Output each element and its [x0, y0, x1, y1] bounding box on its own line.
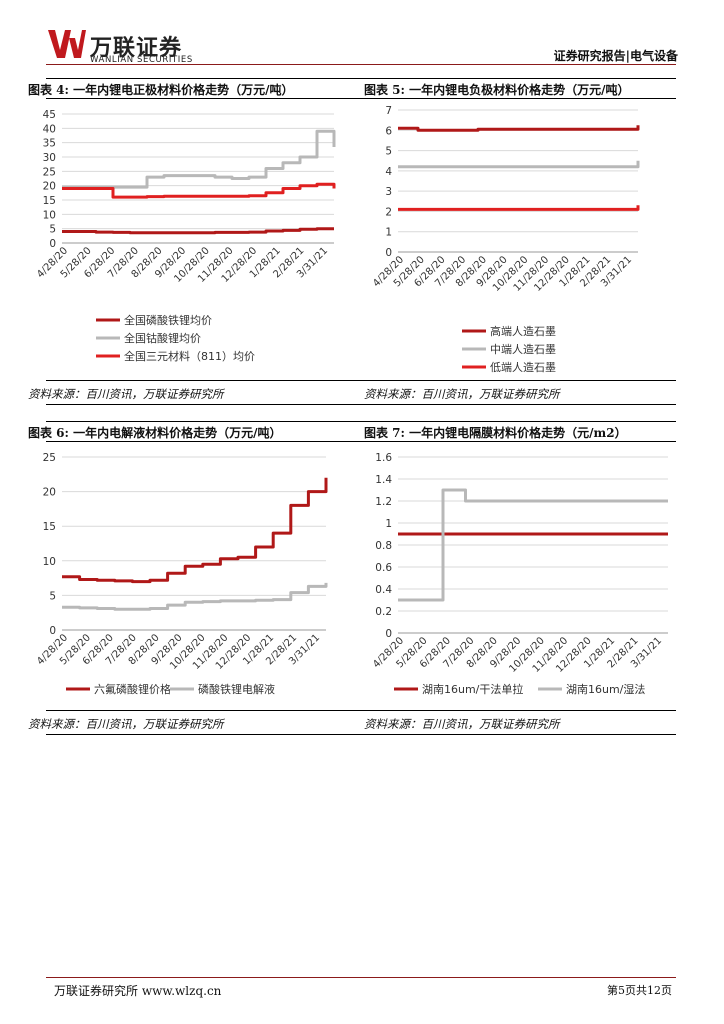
y-tick-label: 0: [49, 625, 56, 637]
electrolyte-price-chart: 05101520254/28/205/28/206/28/207/28/208/…: [35, 452, 328, 696]
figure-4-title: 图表 4: 一年内锂电正极材料价格走势（万元/吨）: [28, 83, 294, 97]
y-tick-label: 20: [43, 487, 56, 499]
y-tick-label: 6: [385, 125, 392, 137]
series-line: [62, 477, 328, 584]
footer-rule: [46, 977, 676, 978]
legend-label: 湖南16um/干法单拉: [422, 682, 523, 696]
figure-7-title: 图表 7: 一年内锂电隔膜材料价格走势（元/m2）: [364, 426, 627, 440]
y-tick-label: 1: [385, 518, 392, 530]
y-tick-label: 4: [385, 166, 392, 178]
separator-price-chart: 00.20.40.60.811.21.41.64/28/205/28/206/2…: [371, 452, 668, 696]
divider: [46, 421, 676, 422]
y-tick-label: 5: [385, 146, 392, 158]
figure-4-source: 资料来源：百川资讯，万联证券研究所: [28, 387, 224, 401]
legend-label: 中端人造石墨: [490, 342, 556, 356]
figure-6-source: 资料来源：百川资讯，万联证券研究所: [28, 717, 224, 731]
legend-label: 磷酸铁锂电解液: [198, 682, 275, 696]
y-tick-label: 1.4: [375, 474, 392, 486]
series-line: [398, 488, 668, 602]
anode-price-chart: 012345674/28/205/28/206/28/207/28/208/28…: [371, 105, 640, 374]
legend-label: 全国三元材料（811）均价: [124, 349, 255, 363]
y-tick-label: 1: [385, 227, 392, 239]
y-tick-label: 2: [385, 206, 392, 218]
series-line: [62, 182, 336, 199]
series-line: [398, 160, 640, 169]
legend-label: 湖南16um/湿法: [566, 682, 645, 696]
y-tick-label: 25: [43, 166, 56, 178]
y-tick-label: 0.8: [375, 540, 392, 552]
series-line: [398, 205, 640, 211]
legend-label: 全国磷酸铁锂均价: [124, 313, 212, 327]
logo-text: 万联证券: [90, 36, 183, 61]
y-tick-label: 7: [385, 105, 392, 117]
y-tick-label: 40: [43, 123, 56, 135]
divider: [46, 78, 676, 79]
series-line: [62, 227, 334, 235]
logo-subtitle: WANLIAN SECURITIES: [90, 55, 193, 65]
figure-6-title: 图表 6: 一年内电解液材料价格走势（万元/吨）: [28, 426, 282, 440]
y-tick-label: 45: [43, 109, 56, 121]
y-tick-label: 25: [43, 452, 56, 464]
y-tick-label: 10: [43, 209, 56, 221]
divider: [46, 441, 676, 442]
figure-5-source: 资料来源：百川资讯，万联证券研究所: [364, 387, 560, 401]
y-tick-label: 5: [49, 590, 56, 602]
legend-label: 全国钴酸锂均价: [124, 331, 201, 345]
divider: [46, 734, 676, 735]
y-tick-label: 0: [49, 238, 56, 250]
legend-label: 高端人造石墨: [490, 324, 556, 338]
y-tick-label: 10: [43, 556, 56, 568]
y-tick-label: 0.2: [375, 606, 392, 618]
divider: [46, 710, 676, 711]
y-tick-label: 20: [43, 181, 56, 193]
footer-company: 万联证券研究所 www.wlzq.cn: [54, 984, 222, 998]
y-tick-label: 35: [43, 138, 56, 150]
y-tick-label: 15: [43, 521, 56, 533]
divider: [46, 404, 676, 405]
y-tick-label: 0.4: [375, 584, 392, 596]
series-line: [62, 582, 328, 611]
y-tick-label: 0.6: [375, 562, 392, 574]
legend-label: 低端人造石墨: [490, 360, 556, 374]
divider: [46, 380, 676, 381]
header-rule: [46, 64, 676, 65]
wanlian-logo-icon: [48, 30, 86, 58]
y-tick-label: 5: [49, 224, 56, 236]
y-tick-label: 1.6: [375, 452, 392, 464]
y-tick-label: 15: [43, 195, 56, 207]
series-line: [62, 129, 336, 189]
report-category: 证券研究报告|电气设备: [553, 49, 678, 63]
figure-5-title: 图表 5: 一年内锂电负极材料价格走势（万元/吨）: [364, 83, 630, 97]
y-tick-label: 3: [385, 186, 392, 198]
y-tick-label: 1.2: [375, 496, 392, 508]
series-line: [398, 125, 640, 132]
y-tick-label: 30: [43, 152, 56, 164]
y-tick-label: 0: [385, 628, 392, 640]
page-number: 第5页共12页: [607, 984, 672, 997]
divider: [46, 98, 676, 99]
figure-7-source: 资料来源：百川资讯，万联证券研究所: [364, 717, 560, 731]
legend-label: 六氟磷酸锂价格: [94, 682, 171, 696]
y-tick-label: 0: [385, 247, 392, 259]
cathode-price-chart: 0510152025303540454/28/205/28/206/28/207…: [35, 109, 336, 363]
